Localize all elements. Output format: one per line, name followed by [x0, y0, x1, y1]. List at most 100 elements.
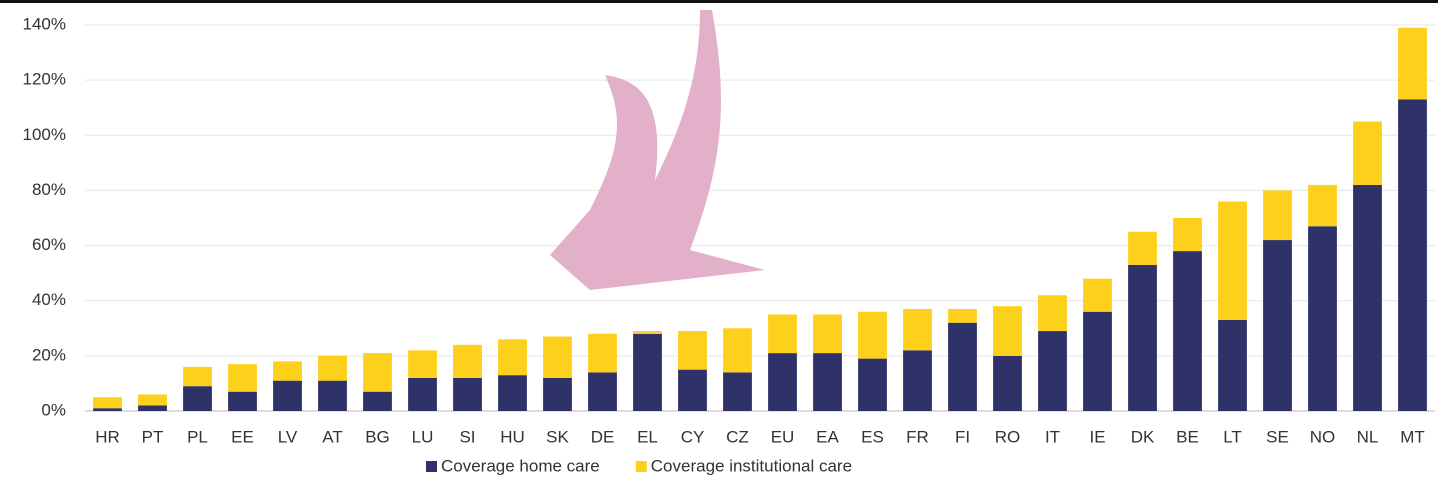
bar-segment: [1263, 190, 1292, 240]
x-tick-label: NO: [1310, 427, 1336, 446]
bar-segment: [498, 375, 527, 411]
bar-segment: [678, 331, 707, 370]
bar-segment: [498, 339, 527, 375]
x-tick-label: ES: [861, 427, 884, 446]
x-tick-label: BE: [1176, 427, 1199, 446]
bar-segment: [273, 381, 302, 411]
x-tick-label: AT: [322, 427, 342, 446]
bar-segment: [273, 361, 302, 380]
bar-segment: [1128, 265, 1157, 411]
bar-segment: [1398, 99, 1427, 411]
x-tick-label: EA: [816, 427, 839, 446]
bar-segment: [813, 315, 842, 354]
bar-segment: [993, 356, 1022, 411]
bar-segment: [1353, 185, 1382, 411]
x-tick-label: LT: [1223, 427, 1242, 446]
bar-segment: [93, 397, 122, 408]
x-tick-label: SK: [546, 427, 569, 446]
x-tick-label: HU: [500, 427, 525, 446]
x-tick-label: EU: [771, 427, 795, 446]
x-tick-label: DE: [591, 427, 615, 446]
bar-segment: [903, 350, 932, 411]
bar-segment: [858, 312, 887, 359]
x-tick-label: SI: [459, 427, 475, 446]
bar-segment: [1308, 226, 1337, 411]
bar-segment: [318, 381, 347, 411]
bar-segment: [858, 359, 887, 411]
x-tick-label: MT: [1400, 427, 1425, 446]
x-tick-label: NL: [1357, 427, 1379, 446]
bar-segment: [228, 392, 257, 411]
y-tick-label: 20%: [32, 345, 66, 364]
bar-segment: [453, 345, 482, 378]
bar-segment: [588, 372, 617, 411]
bar-segment: [633, 334, 662, 411]
bar-segment: [408, 378, 437, 411]
bar-segment: [93, 408, 122, 411]
bar-segment: [723, 372, 752, 411]
bar-segment: [453, 378, 482, 411]
bar-segment: [138, 405, 167, 411]
bar-segment: [183, 367, 212, 386]
bar-segment: [183, 386, 212, 411]
x-tick-label: IE: [1089, 427, 1105, 446]
bar-segment: [813, 353, 842, 411]
bar-segment: [678, 370, 707, 411]
y-tick-label: 60%: [32, 235, 66, 254]
bar-segment: [1038, 295, 1067, 331]
x-tick-label: CZ: [726, 427, 749, 446]
bar-segment: [1218, 320, 1247, 411]
bar-segment: [363, 353, 392, 392]
x-tick-label: LU: [412, 427, 434, 446]
y-tick-label: 120%: [23, 70, 66, 89]
bar-segment: [588, 334, 617, 373]
legend-label: Coverage home care: [441, 456, 600, 475]
legend-swatch: [636, 461, 647, 472]
bar-segment: [543, 337, 572, 378]
x-tick-label: FR: [906, 427, 929, 446]
legend-swatch: [426, 461, 437, 472]
bar-segment: [1218, 201, 1247, 320]
y-tick-label: 140%: [23, 14, 66, 33]
bar-segment: [1083, 279, 1112, 312]
bar-segment: [993, 306, 1022, 356]
y-tick-label: 40%: [32, 290, 66, 309]
bar-segment: [723, 328, 752, 372]
bar-segment: [768, 315, 797, 354]
chart: 0%20%40%60%80%100%120%140%HRPTPLEELVATBG…: [0, 0, 1438, 482]
bar-segment: [633, 331, 662, 334]
bar-segment: [318, 356, 347, 381]
bar-segment: [948, 309, 977, 323]
page: {"chart_data": {"type": "stacked_bar", "…: [0, 0, 1438, 482]
bar-segment: [1173, 251, 1202, 411]
bar-segment: [1263, 240, 1292, 411]
x-tick-label: IT: [1045, 427, 1060, 446]
bar-segment: [1173, 218, 1202, 251]
top-border: [0, 0, 1438, 3]
bar-segment: [1038, 331, 1067, 411]
legend-label: Coverage institutional care: [651, 456, 852, 475]
bar-segment: [903, 309, 932, 350]
x-tick-label: EE: [231, 427, 254, 446]
bar-segment: [768, 353, 797, 411]
bar-segment: [228, 364, 257, 392]
bar-segment: [1083, 312, 1112, 411]
bar-segment: [363, 392, 392, 411]
bar-segment: [138, 394, 167, 405]
x-tick-label: PT: [142, 427, 164, 446]
x-tick-label: DK: [1131, 427, 1155, 446]
x-tick-label: HR: [95, 427, 120, 446]
x-tick-label: SE: [1266, 427, 1289, 446]
x-tick-label: LV: [278, 427, 298, 446]
bar-segment: [543, 378, 572, 411]
y-tick-label: 100%: [23, 125, 66, 144]
x-tick-label: CY: [681, 427, 705, 446]
bar-segment: [1308, 185, 1337, 226]
x-tick-label: RO: [995, 427, 1021, 446]
bar-segment: [1398, 28, 1427, 100]
y-tick-label: 80%: [32, 180, 66, 199]
x-tick-label: FI: [955, 427, 970, 446]
bar-segment: [408, 350, 437, 378]
x-tick-label: PL: [187, 427, 208, 446]
